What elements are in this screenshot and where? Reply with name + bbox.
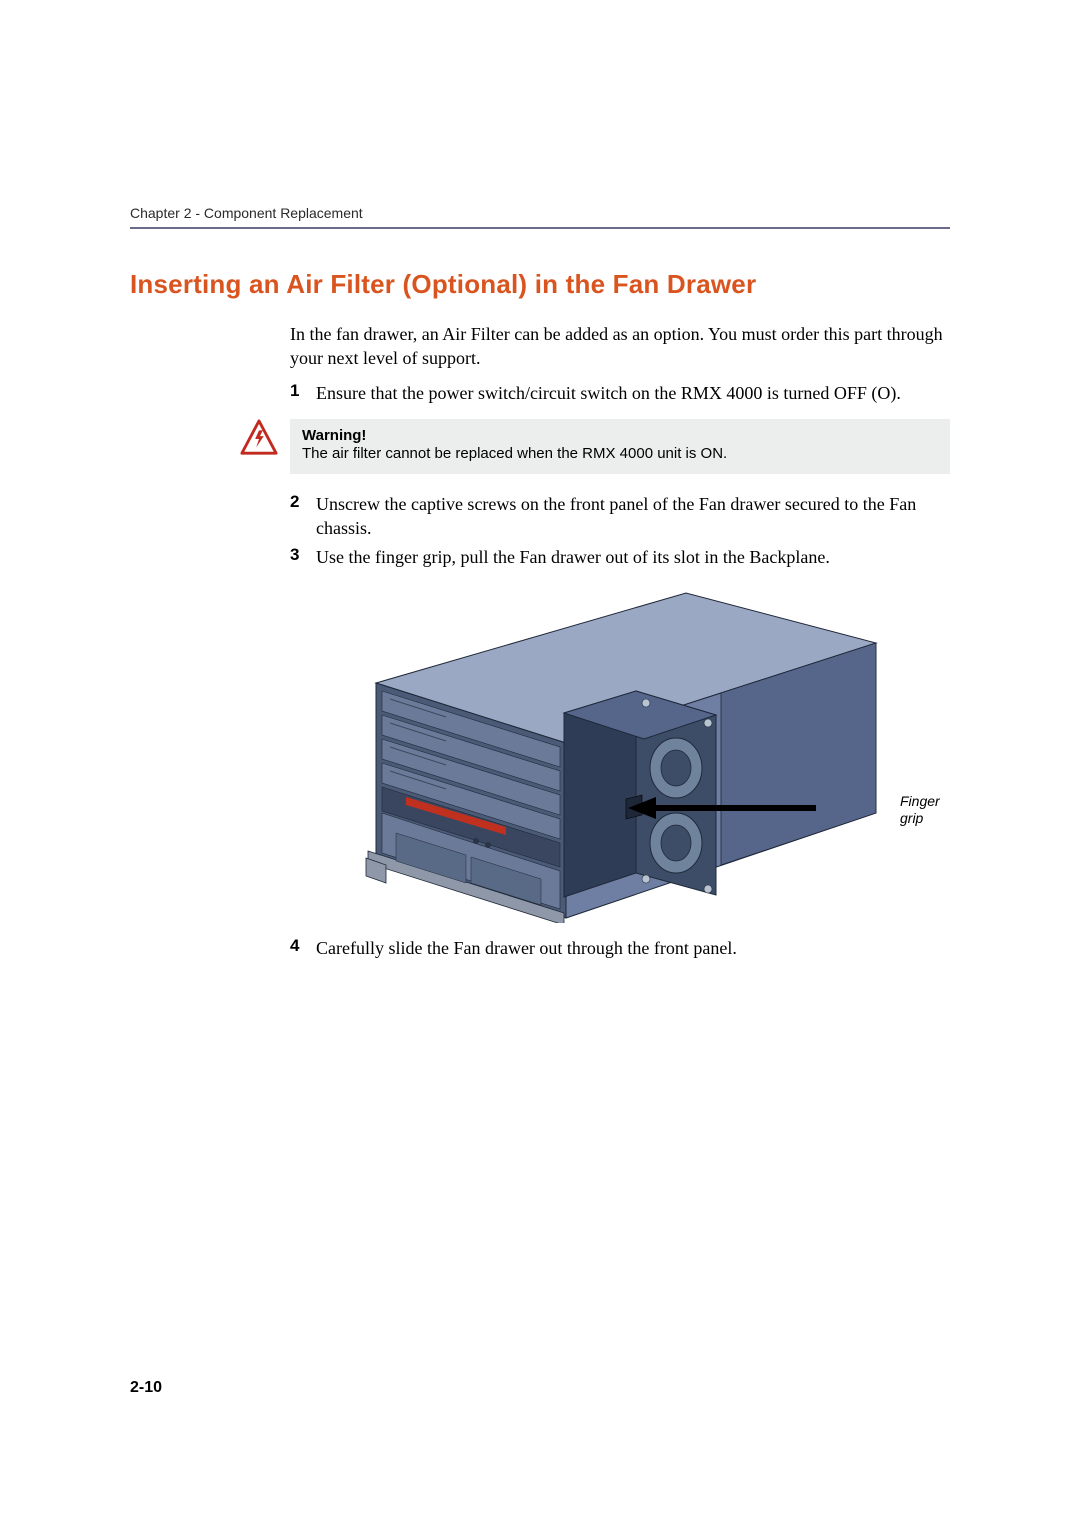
step-number: 4 (290, 936, 316, 956)
steps-list: 1 Ensure that the power switch/circuit s… (290, 381, 950, 405)
steps-list-continued: 2 Unscrew the captive screws on the fron… (290, 492, 950, 569)
steps-list-after-figure: 4 Carefully slide the Fan drawer out thr… (290, 936, 950, 960)
step-text: Carefully slide the Fan drawer out throu… (316, 936, 737, 960)
step-number: 3 (290, 545, 316, 565)
step-text: Ensure that the power switch/circuit swi… (316, 381, 901, 405)
header-rule (130, 227, 950, 229)
warning-title: Warning! (302, 427, 938, 444)
step-2: 2 Unscrew the captive screws on the fron… (290, 492, 950, 541)
step-number: 2 (290, 492, 316, 512)
step-3: 3 Use the finger grip, pull the Fan draw… (290, 545, 950, 569)
step-text: Use the finger grip, pull the Fan drawer… (316, 545, 830, 569)
step-4: 4 Carefully slide the Fan drawer out thr… (290, 936, 950, 960)
step-number: 1 (290, 381, 316, 401)
warning-icon (240, 419, 278, 457)
content-block: In the fan drawer, an Air Filter can be … (290, 322, 950, 960)
warning-text: The air filter cannot be replaced when t… (302, 444, 938, 464)
chapter-header: Chapter 2 - Component Replacement (130, 205, 950, 221)
step-text: Unscrew the captive screws on the front … (316, 492, 950, 541)
figure-callout: Finger grip (900, 793, 960, 827)
figure-svg (316, 583, 906, 923)
fan-drawer (564, 691, 716, 897)
step-1: 1 Ensure that the power switch/circuit s… (290, 381, 950, 405)
page-number: 2-10 (130, 1379, 162, 1397)
figure: Finger grip (316, 583, 950, 928)
warning-block: Warning! The air filter cannot be replac… (240, 419, 950, 474)
warning-box: Warning! The air filter cannot be replac… (290, 419, 950, 474)
page: Chapter 2 - Component Replacement Insert… (0, 0, 1080, 1527)
intro-paragraph: In the fan drawer, an Air Filter can be … (290, 322, 950, 371)
section-title: Inserting an Air Filter (Optional) in th… (130, 269, 950, 300)
